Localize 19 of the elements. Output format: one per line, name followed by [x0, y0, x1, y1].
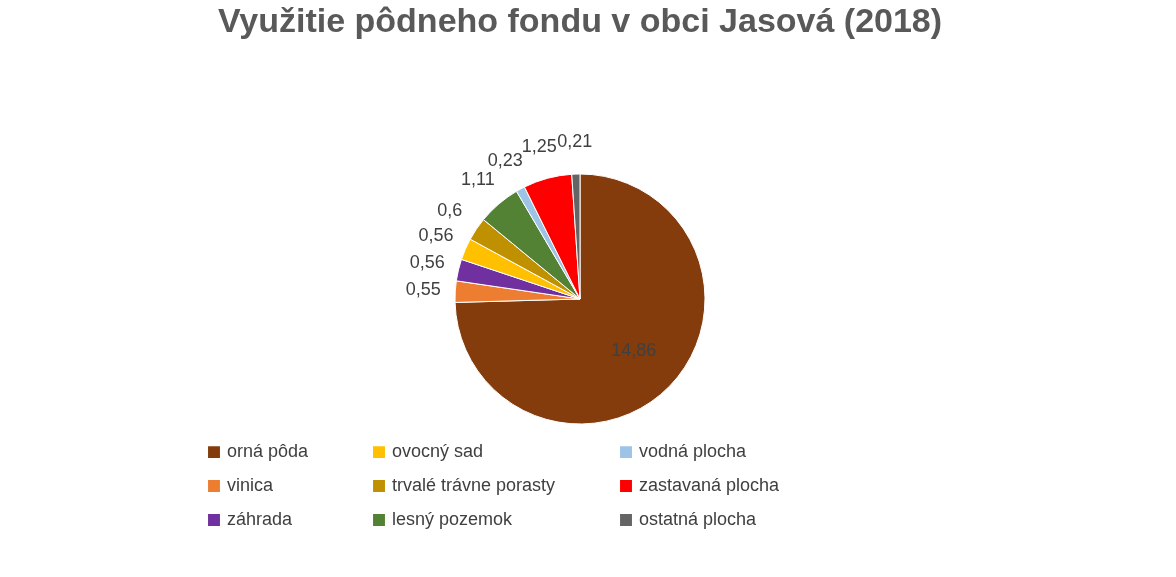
data-label: 0,55 [405, 278, 441, 299]
data-label: 14,86 [611, 340, 657, 361]
legend-label: lesný pozemok [392, 509, 514, 529]
legend-label: orná pôda [227, 441, 310, 462]
legend-label: záhrada [227, 509, 294, 529]
chart-title: Využitie pôdneho fondu v obci Jasová (2018) [217, 1, 943, 39]
data-label: 0,23 [487, 149, 523, 170]
data-label: 0,21 [557, 131, 593, 152]
data-label: 0,56 [409, 251, 445, 272]
legend-label: zastavaná plocha [639, 475, 781, 495]
legend-label: ostatná plocha [639, 509, 758, 529]
data-label: 1,11 [461, 168, 495, 189]
legend-label: ovocný sad [392, 441, 484, 462]
data-label: 0,56 [418, 225, 454, 246]
legend-label: trvalé trávne porasty [392, 475, 556, 495]
data-label: 1,25 [521, 136, 557, 157]
legend-label: vinica [227, 475, 275, 495]
data-label: 0,6 [437, 200, 463, 221]
legend-label: vodná plocha [639, 441, 748, 462]
